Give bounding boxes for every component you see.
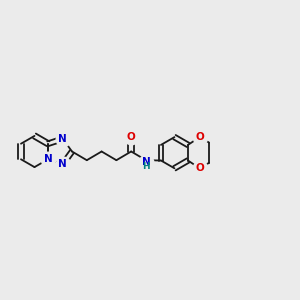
Text: N: N [142,157,150,167]
Text: N: N [58,134,67,144]
Text: O: O [195,163,204,173]
Text: N: N [44,154,52,164]
Text: O: O [195,132,204,142]
Text: O: O [127,132,136,142]
Text: H: H [142,162,150,171]
Text: N: N [58,159,67,169]
